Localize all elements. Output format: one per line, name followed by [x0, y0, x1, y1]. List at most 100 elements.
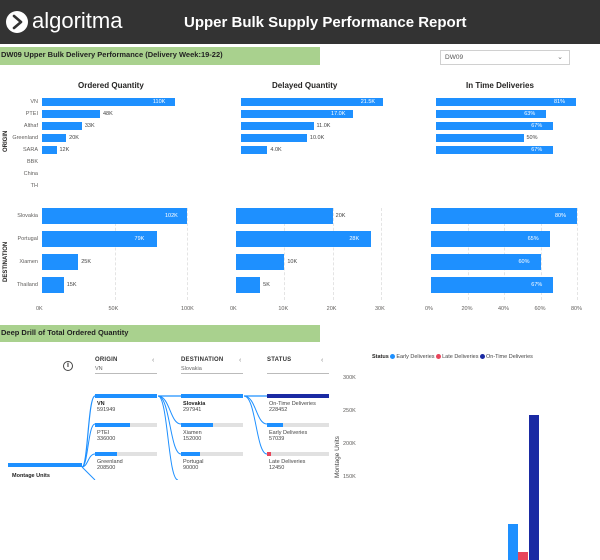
- x-tick-label: 60%: [534, 306, 546, 312]
- category-label-sara: SARA: [23, 146, 38, 153]
- bar-xiamen[interactable]: [42, 254, 79, 270]
- bar-xiamen[interactable]: [431, 254, 541, 270]
- bar-portugal[interactable]: [431, 231, 550, 247]
- legend-item-ontime[interactable]: On-Time Deliveries: [480, 354, 533, 360]
- collapse-destination-icon[interactable]: ‹: [239, 357, 242, 364]
- bar-ptei[interactable]: [241, 110, 354, 118]
- decomp-node-greenland[interactable]: [95, 452, 117, 456]
- status-column-early-deliveries[interactable]: [508, 523, 518, 560]
- logo-text: algoritma: [32, 8, 123, 33]
- decomp-node-early-deliveries[interactable]: [267, 423, 283, 427]
- decomp-destination-selection: Slovakia: [181, 366, 202, 372]
- decomp-node-label: PTEI: [97, 430, 110, 436]
- bar-slovakia[interactable]: [236, 208, 333, 224]
- bar-sara[interactable]: [42, 146, 57, 154]
- data-label-portugal: 28K: [349, 235, 360, 242]
- bar-althaf[interactable]: [241, 122, 314, 130]
- bar-thailand[interactable]: [42, 277, 64, 293]
- bar-ptei[interactable]: [436, 110, 547, 118]
- category-label-xiamen: Xiamen: [19, 258, 38, 265]
- decomp-node-slovakia[interactable]: [181, 394, 243, 398]
- chevron-down-icon: ⌄: [557, 54, 563, 61]
- bar-slovakia[interactable]: [431, 208, 577, 224]
- legend-item-late[interactable]: Late Deliveries: [436, 354, 478, 360]
- category-label-thailand: Thailand: [16, 281, 38, 288]
- bar-sara[interactable]: [241, 146, 268, 154]
- x-tick-label: 10K: [278, 306, 289, 312]
- decomp-header-status[interactable]: STATUS: [267, 357, 292, 363]
- decomp-node-label: VN: [97, 401, 105, 407]
- y-tick-250k: 250K: [343, 408, 356, 414]
- bar-vn[interactable]: [436, 98, 576, 106]
- decomp-node-late-deliveries[interactable]: [267, 452, 271, 456]
- collapse-origin-icon[interactable]: ‹: [152, 357, 155, 364]
- data-label-ptei: 48K: [103, 110, 113, 117]
- collapse-status-icon[interactable]: ‹: [321, 357, 324, 364]
- x-tick-label: 20K: [326, 306, 337, 312]
- delayed-destination-chart: 0K 10K 20K 30K 20K 28K 10K 5K: [230, 208, 398, 318]
- decomp-node-label: Late Deliveries: [269, 459, 306, 465]
- data-label-portugal: 79K: [134, 235, 145, 242]
- decomp-node-label: Portugal: [183, 459, 204, 465]
- decomp-node-xiamen[interactable]: [181, 423, 213, 427]
- legend-title: Status: [372, 354, 389, 360]
- divider: [181, 373, 243, 374]
- bar-xiamen[interactable]: [236, 254, 285, 270]
- data-label-ptei: 63%: [524, 110, 536, 117]
- bar-greenland[interactable]: [42, 134, 67, 142]
- bar-sara[interactable]: [436, 146, 554, 154]
- decomp-root-bar[interactable]: [8, 463, 82, 467]
- decomp-connectors: [81, 395, 268, 480]
- bar-thailand[interactable]: [431, 277, 554, 293]
- decomp-root-label: Montage Units: [12, 473, 50, 479]
- bar-althaf[interactable]: [436, 122, 554, 130]
- decomp-node-value: 591949: [97, 407, 116, 413]
- bar-althaf[interactable]: [42, 122, 82, 130]
- divider: [267, 373, 329, 374]
- decomp-header-destination[interactable]: DESTINATION: [181, 357, 224, 363]
- bar-portugal[interactable]: [236, 231, 372, 247]
- decomp-node-value: 208500: [97, 465, 116, 471]
- x-tick-label: 20%: [461, 306, 473, 312]
- decomp-header-origin[interactable]: ORIGIN: [95, 357, 118, 363]
- gridline: [187, 208, 188, 300]
- gridline: [284, 208, 286, 300]
- gridline: [381, 208, 382, 300]
- data-label-slovakia: 102K: [165, 212, 178, 219]
- bar-slovakia[interactable]: [42, 208, 187, 224]
- legend-item-early[interactable]: Early Deliveries: [390, 354, 435, 360]
- category-label-slovakia: Slovakia: [17, 212, 38, 219]
- decomp-node-vn[interactable]: [95, 394, 157, 398]
- status-column-late-deliveries[interactable]: [518, 552, 528, 560]
- intime-destination-chart: 0% 20% 40% 60% 80% 80% 65% 60% 67%: [425, 208, 600, 318]
- data-label-sara: 67%: [531, 146, 543, 153]
- x-tick-label: 0K: [36, 306, 43, 312]
- data-label-vn: 21.5K: [360, 98, 376, 105]
- ordered-destination-chart: 0K 50K 100K Slovakia 102K Portugal 79K Xiamen 25…: [10, 208, 200, 318]
- bar-ptei[interactable]: [42, 110, 100, 118]
- decomp-node-on-time-deliveries[interactable]: [267, 394, 329, 398]
- bar-vn[interactable]: [241, 98, 383, 106]
- status-column-on-time-deliveries[interactable]: [529, 415, 539, 560]
- decomp-track: [267, 423, 329, 427]
- decomp-node-label: Slovakia: [183, 401, 206, 407]
- ordered-origin-chart: VN 110K PTEI 48K Althaf 33K Greenland 20K SARA 12…: [10, 98, 200, 194]
- page-title: Upper Bulk Supply Performance Report: [184, 14, 467, 31]
- delayed-origin-chart: 21.5K 17.0K 11.0K 10.0K 4.0K: [238, 98, 398, 194]
- decomp-node-value: 297941: [183, 407, 202, 413]
- bar-greenland[interactable]: [436, 134, 524, 142]
- data-label-greenland: 20K: [69, 134, 79, 141]
- data-label-slovakia: 80%: [555, 212, 567, 219]
- decomp-node-portugal[interactable]: [181, 452, 200, 456]
- decomp-node-ptei[interactable]: [95, 423, 131, 427]
- bar-greenland[interactable]: [241, 134, 307, 142]
- data-label-portugal: 65%: [527, 235, 539, 242]
- bar-vn[interactable]: [42, 98, 175, 106]
- info-icon[interactable]: i: [63, 361, 73, 371]
- data-label-greenland: 50%: [526, 134, 538, 141]
- delivery-week-dropdown[interactable]: DW09 ⌄: [440, 50, 570, 65]
- decomp-node-label: On-Time Deliveries: [269, 401, 316, 407]
- bar-thailand[interactable]: [236, 277, 261, 293]
- bar-portugal[interactable]: [42, 231, 157, 247]
- algoritma-logo-icon: [6, 11, 28, 33]
